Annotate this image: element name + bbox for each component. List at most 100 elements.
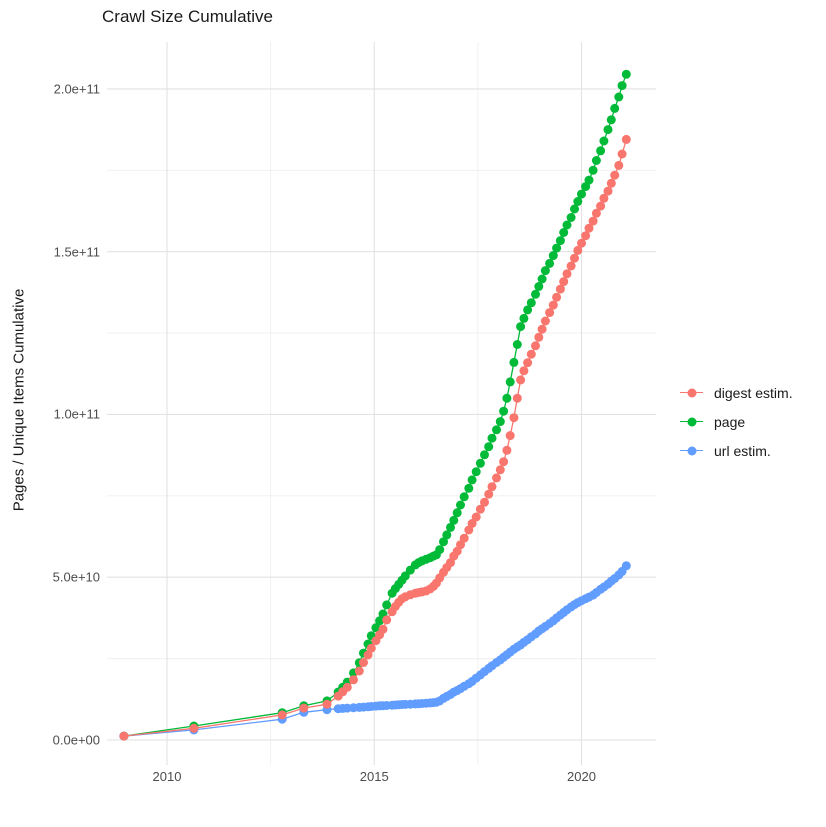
data-point-page	[537, 274, 547, 284]
series-digest-estim	[119, 134, 631, 741]
data-point-digest-estim	[119, 731, 129, 741]
data-point-digest-estim	[467, 519, 477, 528]
data-point-page	[512, 340, 522, 349]
data-point-digest-estim	[566, 261, 576, 271]
data-point-digest-estim	[299, 703, 309, 713]
data-point-page	[505, 377, 515, 387]
data-point-digest-estim	[540, 316, 550, 326]
data-point-digest-estim	[581, 231, 591, 241]
data-point-page	[519, 313, 529, 323]
y-tick-label: 0.0e+00	[52, 732, 100, 748]
data-point-page	[545, 258, 555, 268]
data-point-page	[621, 69, 631, 79]
data-point-digest-estim	[545, 308, 555, 318]
data-point-digest-estim	[531, 341, 540, 351]
data-point-digest-estim	[548, 300, 558, 310]
legend-label: digest estim.	[714, 384, 793, 401]
data-point-digest-estim	[342, 682, 352, 692]
data-point-page	[499, 406, 509, 416]
data-point-digest-estim	[610, 170, 620, 180]
data-point-page	[382, 600, 392, 610]
data-point-page	[467, 475, 477, 485]
data-point-digest-estim	[382, 615, 392, 625]
data-point-digest-estim	[354, 666, 364, 676]
data-point-page	[464, 483, 474, 493]
gridlines-major	[107, 42, 656, 765]
data-point-digest-estim	[495, 465, 505, 475]
data-point-page	[566, 213, 576, 222]
data-point-page	[484, 442, 494, 452]
data-point-digest-estim	[570, 253, 579, 263]
data-point-page	[435, 545, 445, 555]
data-point-digest-estim	[584, 223, 594, 233]
data-point-page	[552, 243, 562, 253]
data-point-page	[446, 522, 455, 532]
data-point-digest-estim	[523, 358, 533, 368]
data-point-page	[487, 433, 497, 443]
data-point-digest-estim	[596, 201, 606, 211]
legend-entry-url-estim: url estim.	[680, 436, 793, 465]
data-point-page	[375, 616, 385, 626]
data-point-page	[562, 220, 572, 230]
y-tick-label: 5.0e+10	[52, 569, 100, 585]
data-point-digest-estim	[573, 245, 583, 255]
data-point-digest-estim	[577, 238, 586, 248]
data-point-page	[591, 156, 601, 165]
data-point-page	[610, 103, 620, 113]
y-tick-label: 1.5e+11	[53, 244, 100, 260]
data-point-page	[534, 282, 544, 291]
data-point-page	[540, 266, 550, 276]
data-point-digest-estim	[614, 160, 624, 170]
data-point-page	[596, 146, 606, 156]
legend: digest estim. page url estim.	[680, 378, 793, 465]
data-point-digest-estim	[378, 624, 388, 634]
data-point-page	[459, 492, 469, 502]
data-point-page	[577, 189, 586, 199]
data-point-digest-estim	[516, 375, 526, 385]
data-point-digest-estim	[505, 431, 515, 441]
data-point-page	[452, 508, 462, 518]
data-point-url-estim	[621, 561, 631, 571]
data-point-digest-estim	[499, 457, 509, 467]
legend-entry-digest-estim: digest estim.	[680, 378, 793, 407]
data-point-digest-estim	[519, 366, 529, 376]
data-point-page	[559, 228, 569, 237]
data-point-digest-estim	[366, 643, 376, 653]
data-point-page	[471, 467, 481, 477]
data-point-digest-estim	[526, 349, 536, 359]
data-point-page	[599, 136, 609, 146]
legend-entry-page: page	[680, 407, 793, 436]
data-point-digest-estim	[459, 533, 469, 543]
data-point-digest-estim	[606, 178, 616, 188]
data-point-page	[570, 204, 579, 214]
data-point-digest-estim	[552, 292, 562, 302]
data-point-digest-estim	[617, 149, 627, 159]
data-point-digest-estim	[603, 186, 613, 196]
data-point-page	[526, 298, 536, 308]
data-point-digest-estim	[471, 512, 481, 522]
data-point-page	[584, 175, 594, 185]
legend-key-url-estim-icon	[680, 443, 703, 458]
legend-key-digest-estim-icon	[680, 385, 703, 400]
data-point-digest-estim	[509, 413, 519, 423]
data-point-page	[480, 450, 489, 460]
data-point-digest-estim	[588, 216, 598, 226]
legend-label: page	[714, 413, 746, 430]
data-point-digest-estim	[349, 675, 358, 685]
data-point-digest-estim	[487, 482, 497, 492]
legend-key-page-icon	[680, 414, 703, 429]
data-point-digest-estim	[359, 658, 368, 667]
legend-label: url estim.	[714, 442, 771, 459]
data-point-page	[442, 530, 452, 540]
data-point-digest-estim	[363, 650, 373, 660]
series-url-estim	[119, 561, 631, 741]
y-tick-label: 1.0e+11	[53, 406, 100, 422]
x-tick-label: 2020	[567, 769, 596, 784]
data-point-page	[509, 357, 519, 367]
data-point-page	[588, 165, 598, 175]
x-tick-label: 2015	[359, 769, 389, 784]
data-point-digest-estim	[512, 393, 522, 403]
data-point-page	[495, 417, 505, 427]
data-point-digest-estim	[599, 193, 609, 203]
